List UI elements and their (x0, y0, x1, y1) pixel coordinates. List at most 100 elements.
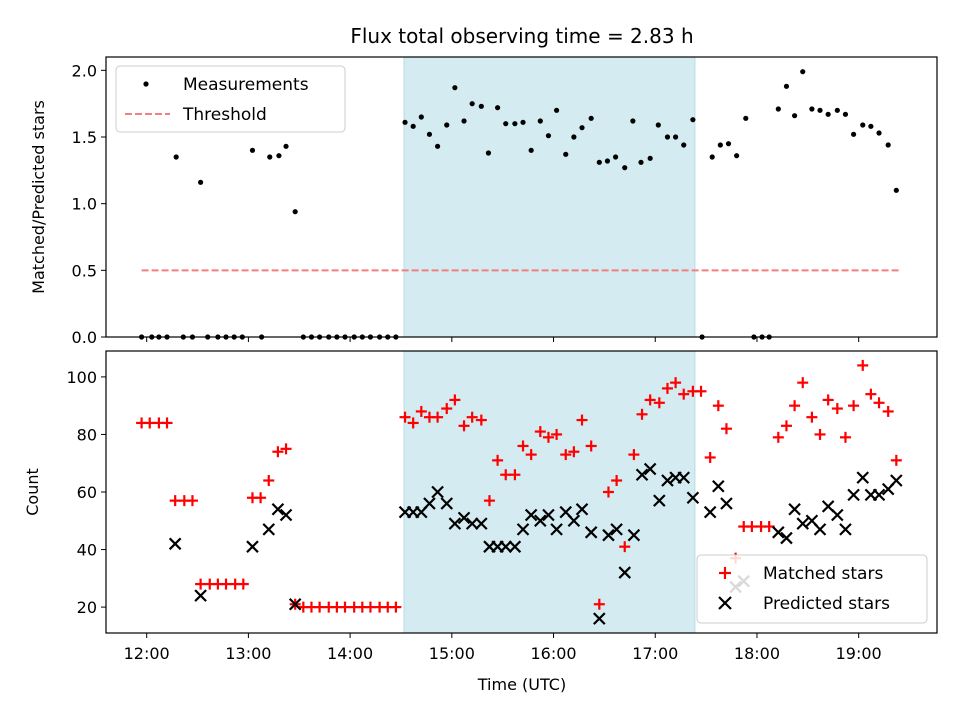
measurement-point (249, 147, 256, 153)
matched-star-point (602, 486, 614, 498)
measurement-point (792, 113, 798, 119)
matched-star-point (492, 454, 504, 466)
bottom-y-axis-label: Count (23, 468, 42, 516)
measurement-point (478, 103, 484, 109)
measurement-point (734, 153, 740, 159)
predicted-star-point (194, 589, 207, 602)
measurement-point (485, 150, 492, 156)
matched-star-point (806, 411, 818, 423)
matched-star-point (483, 495, 495, 507)
predicted-star-point (703, 505, 717, 519)
x-axis-label: Time (UTC) (477, 675, 566, 694)
matched-star-point (789, 400, 801, 412)
x-tick-label: 14:00 (327, 644, 373, 663)
bottom-y-ticks: 20 40 60 80 100 (66, 368, 106, 617)
predicted-star-point (440, 497, 454, 510)
measurement-point (817, 107, 823, 113)
measurement-point (743, 115, 749, 121)
matched-star-point (509, 469, 521, 481)
matched-star-point (449, 394, 461, 406)
measurement-point (503, 121, 509, 127)
measurement-point (850, 131, 857, 137)
matched-star-point (576, 414, 588, 426)
matched-star-point (272, 446, 284, 458)
top-y-axis-label: Matched/Predicted stars (29, 100, 48, 294)
predicted-star-point (575, 502, 589, 516)
legend-measurements-label: Measurements (183, 75, 309, 95)
measurement-point (283, 143, 289, 149)
matched-star-point (466, 411, 478, 423)
predicted-star-point (271, 502, 285, 516)
matched-star-point (772, 431, 784, 443)
x-tick-label: 16:00 (530, 644, 576, 663)
matched-star-point (865, 388, 877, 400)
predicted-star-point (872, 488, 886, 502)
matched-star-point (390, 601, 402, 613)
measurement-point (717, 142, 723, 148)
predicted-star-point (499, 540, 513, 553)
predicted-star-point (653, 494, 666, 507)
matched-star-point (704, 451, 716, 463)
predicted-star-point (643, 462, 657, 476)
predicted-star-point (780, 531, 793, 545)
legend-threshold-label: Threshold (182, 105, 267, 125)
measurement-point (292, 209, 298, 215)
measurement-point (622, 165, 628, 171)
matched-star-point (890, 454, 902, 466)
measurement-point (528, 147, 534, 153)
matched-star-point (186, 495, 198, 507)
measurement-point (434, 143, 441, 149)
matched-star-point (822, 394, 834, 406)
matched-stars-series (136, 359, 902, 613)
measurement-point (520, 119, 526, 125)
top-y-tick-label: 1.0 (72, 195, 97, 214)
predicted-star-point (567, 514, 581, 528)
predicted-star-point (610, 523, 623, 536)
top-y-tick-label: 2.0 (72, 61, 97, 80)
measurement-point (537, 118, 543, 124)
predicted-star-point (890, 474, 903, 487)
measurement-point (860, 122, 866, 128)
measurement-point (842, 111, 849, 117)
matched-star-point (831, 403, 843, 415)
measurement-point (571, 134, 577, 140)
measurement-point (681, 142, 687, 148)
bottom-y-tick-label: 100 (66, 368, 97, 387)
predicted-star-point (508, 540, 522, 553)
measurement-point (444, 122, 450, 128)
measurement-point (267, 154, 273, 160)
measurement-point (690, 117, 696, 123)
measurement-point (885, 142, 891, 148)
predicted-star-point (796, 517, 810, 530)
predicted-star-point (712, 479, 725, 493)
measurement-point (197, 179, 204, 185)
measurement-point (612, 154, 619, 160)
matched-star-point (814, 428, 826, 440)
predicted-star-point (550, 523, 563, 536)
matched-star-point (678, 388, 690, 400)
matched-star-point (458, 420, 470, 432)
predicted-star-point (246, 540, 259, 553)
predicted-star-point (534, 514, 547, 528)
matched-star-point (628, 449, 640, 461)
measurement-point (638, 159, 644, 165)
x-tick-label: 12:00 (124, 644, 170, 663)
measurement-point (775, 106, 781, 112)
measurement-point (868, 123, 874, 129)
matched-star-point (441, 403, 453, 415)
matched-star-point (670, 377, 682, 389)
predicted-star-point (788, 502, 801, 516)
matched-star-point (611, 474, 623, 486)
matched-star-point (712, 400, 724, 412)
bottom-y-tick-label: 40 (77, 541, 97, 560)
predicted-star-point (847, 488, 860, 502)
bottom-x-ticks: 12:00 13:00 14:00 15:00 16:00 17:00 18:00 19:00 (124, 633, 882, 663)
predicted-star-point (262, 523, 276, 536)
measurement-point (709, 154, 715, 160)
legend-predicted-label: Predicted stars (763, 594, 890, 614)
matched-star-point (882, 405, 894, 417)
predicted-star-point (677, 471, 691, 484)
top-y-tick-label: 0.5 (72, 261, 97, 280)
predicted-star-point (813, 523, 827, 536)
